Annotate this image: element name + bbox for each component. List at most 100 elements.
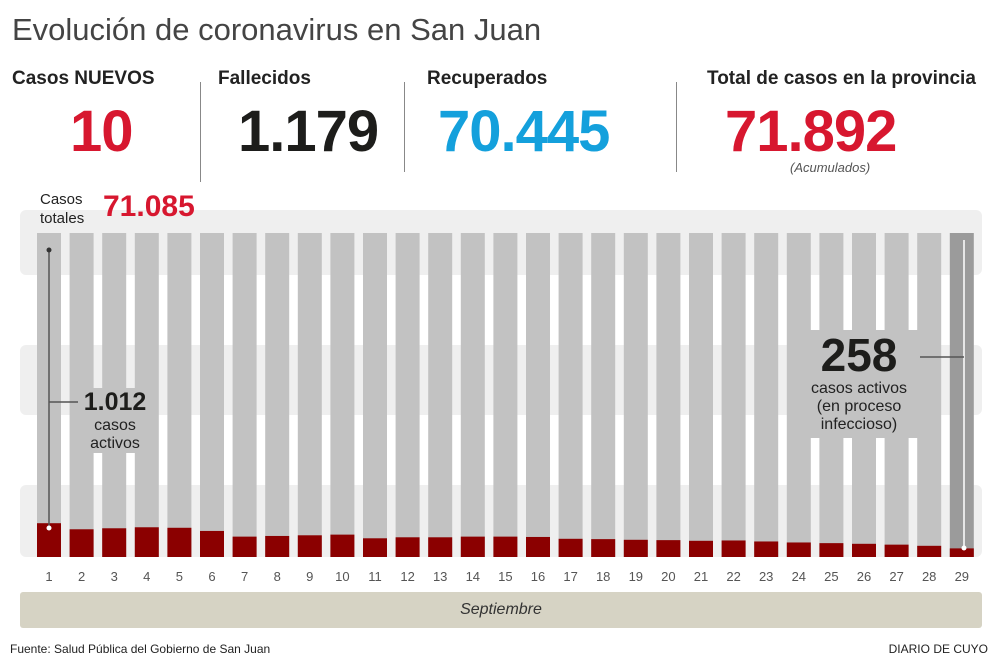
last-annotation: 258 casos activos (en proceso infeccioso…: [798, 330, 920, 438]
x-tick-label: 13: [433, 569, 447, 584]
active-bar: [591, 539, 616, 557]
total-bar: [949, 233, 974, 557]
active-bar: [852, 543, 876, 557]
active-bar: [200, 530, 224, 557]
active-bar: [102, 528, 127, 557]
active-bar: [656, 540, 681, 557]
active-bar: [754, 541, 779, 557]
active-bar: [689, 540, 713, 557]
x-tick-label: 16: [531, 569, 545, 584]
total-bar: [167, 233, 192, 557]
nuevos-label: Casos NUEVOS: [12, 68, 155, 89]
divider: [404, 82, 405, 172]
x-tick-label: 2: [78, 569, 85, 584]
brand: DIARIO DE CUYO: [888, 642, 988, 656]
first-annotation: 1.012 casos activos: [80, 388, 150, 453]
pointer-dot: [46, 525, 52, 531]
x-tick-label: 18: [596, 569, 610, 584]
nuevos-value: 10: [70, 99, 134, 164]
active-bar: [949, 548, 974, 557]
x-tick-label: 12: [400, 569, 414, 584]
total-bar: [623, 233, 648, 557]
total-value: 71.892: [725, 99, 897, 164]
divider: [676, 82, 677, 172]
x-tick-label: 22: [726, 569, 740, 584]
total-bar: [395, 233, 420, 557]
active-bar: [884, 544, 909, 557]
x-tick-label: 4: [143, 569, 150, 584]
x-tick-label: 26: [857, 569, 871, 584]
last-label: infeccioso): [820, 416, 898, 433]
x-tick-label: 27: [889, 569, 903, 584]
x-tick-label: 8: [274, 569, 281, 584]
x-tick-label: 24: [792, 569, 806, 584]
x-tick-label: 7: [241, 569, 248, 584]
total-bar: [754, 233, 779, 557]
total-bar: [721, 233, 746, 557]
first-value: 1.012: [83, 388, 147, 416]
page-title: Evolución de coronavirus en San Juan: [12, 12, 542, 47]
total-bar: [265, 233, 290, 557]
x-tick-label: 21: [694, 569, 708, 584]
total-bar: [493, 233, 518, 557]
total-bar: [591, 233, 616, 557]
active-bar: [265, 535, 290, 557]
active-bar: [232, 536, 257, 557]
total-note: (Acumulados): [790, 160, 871, 175]
total-bar: [526, 233, 550, 557]
x-tick-label: 19: [629, 569, 643, 584]
active-bar: [786, 542, 811, 557]
active-bar: [623, 539, 648, 557]
total-bar: [330, 233, 355, 557]
x-tick-label: 5: [176, 569, 183, 584]
total-bar: [232, 233, 257, 557]
total-bar: [656, 233, 681, 557]
x-tick-label: 6: [208, 569, 215, 584]
active-bar: [460, 536, 485, 557]
active-bar: [917, 545, 942, 557]
recuperados-value: 70.445: [438, 99, 610, 164]
x-tick-label: 10: [335, 569, 349, 584]
active-bar: [395, 537, 420, 557]
fallecidos-label: Fallecidos: [218, 68, 311, 89]
x-tick-label: 23: [759, 569, 773, 584]
first-label: casos: [94, 417, 136, 434]
casos-totales-value: 71.085: [103, 190, 195, 223]
x-tick-label: 29: [955, 569, 969, 584]
last-value: 258: [820, 329, 898, 381]
x-tick-label: 9: [306, 569, 313, 584]
label-line: Casos: [40, 191, 83, 208]
last-label: (en proceso: [816, 398, 902, 415]
total-bar: [917, 233, 942, 557]
label-line: totales: [40, 210, 85, 227]
active-bar: [428, 537, 453, 557]
first-label: activos: [90, 435, 140, 452]
total-bar: [363, 233, 387, 557]
total-bar: [428, 233, 453, 557]
x-tick-label: 15: [498, 569, 512, 584]
total-bar: [689, 233, 713, 557]
pointer-dot: [961, 545, 967, 551]
active-bar: [297, 535, 322, 557]
x-tick-label: 25: [824, 569, 838, 584]
recuperados-label: Recuperados: [427, 68, 548, 89]
x-tick-label: 1: [45, 569, 52, 584]
active-bar: [558, 538, 583, 557]
total-bar: [558, 233, 583, 557]
active-bar: [330, 534, 355, 557]
x-tick-label: 3: [111, 569, 118, 584]
total-bar: [200, 233, 224, 557]
active-bar: [526, 536, 550, 557]
active-bar: [167, 527, 192, 557]
active-bar: [721, 540, 746, 557]
active-bar: [134, 527, 159, 557]
pointer-dot: [46, 247, 52, 253]
total-bar: [460, 233, 485, 557]
source: Fuente: Salud Pública del Gobierno de Sa…: [10, 642, 271, 656]
last-label: casos activos: [810, 380, 908, 397]
x-tick-label: 20: [661, 569, 675, 584]
total-bar: [297, 233, 322, 557]
active-bar: [363, 538, 387, 557]
active-bar: [819, 543, 844, 557]
